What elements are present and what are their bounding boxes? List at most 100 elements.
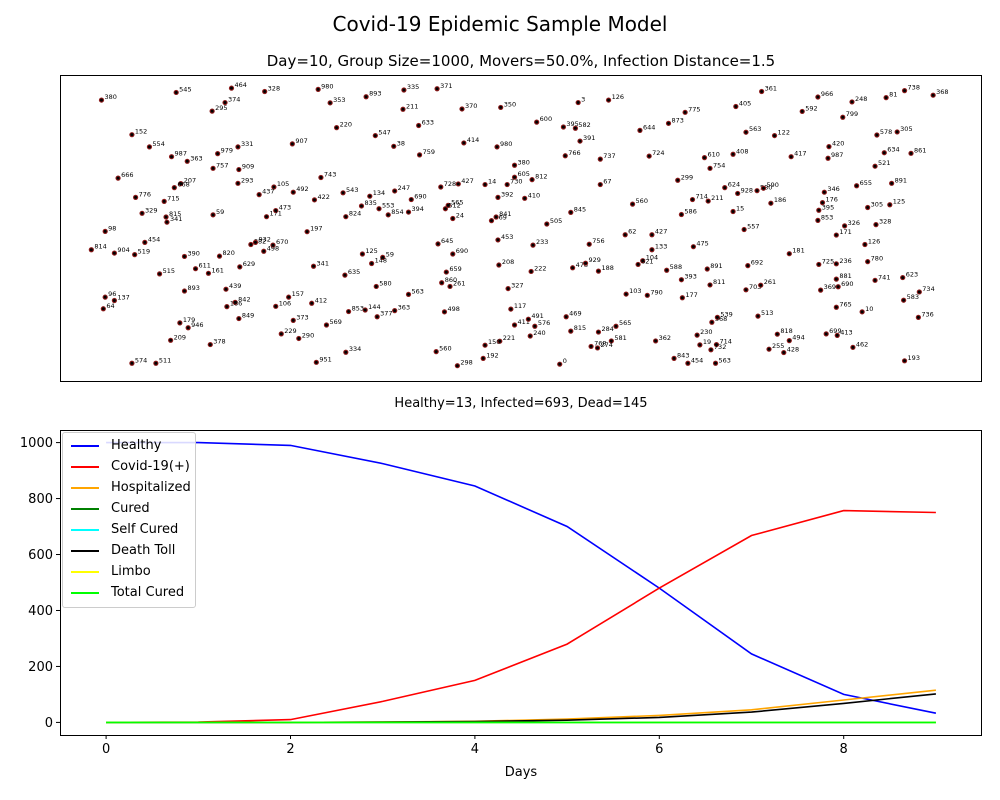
scatter-point-label-138: 274	[601, 341, 613, 349]
scatter-dead-point-18	[683, 110, 687, 114]
scatter-point-label-66: 715	[167, 194, 179, 202]
scatter-dead-point-132	[710, 320, 714, 324]
scatter-point-label-166: 290	[302, 331, 314, 339]
scatter-dead-point-113	[836, 285, 840, 289]
scatter-point-label-261: 59	[216, 208, 224, 216]
legend-swatch-5	[71, 549, 99, 552]
scatter-dead-point-246	[393, 189, 397, 193]
scatter-point-label-217: 125	[893, 198, 905, 206]
legend-label-1: Covid-19(+)	[111, 459, 190, 474]
scatter-point-label-148: 221	[503, 334, 515, 342]
scatter-point-label-86: 59	[386, 250, 394, 258]
scatter-point-label-248: 553	[382, 202, 394, 210]
scatter-point-label-231: 392	[501, 190, 513, 198]
scatter-dead-point-179	[182, 289, 186, 293]
scatter-point-label-42: 391	[583, 134, 595, 142]
scatter-dead-point-45	[563, 154, 567, 158]
scatter-dead-point-35	[731, 152, 735, 156]
scatter-dead-point-229	[545, 222, 549, 226]
scatter-point-label-105: 475	[696, 240, 708, 248]
scatter-dead-point-197	[636, 262, 640, 266]
scatter-dead-point-221	[873, 164, 877, 168]
scatter-point-label-79: 629	[243, 260, 255, 268]
scatter-dead-point-29	[895, 130, 899, 134]
scatter-dead-point-212	[843, 224, 847, 228]
scatter-point-label-206: 186	[774, 196, 786, 204]
scatter-dead-point-255	[272, 185, 276, 189]
scatter-dead-point-133	[680, 296, 684, 300]
scatter-dead-point-78	[218, 254, 222, 258]
scatter-dead-point-258	[265, 215, 269, 219]
scatter-dead-point-149	[483, 343, 487, 347]
scatter-point-label-99: 62	[628, 228, 636, 236]
legend-label-0: Healthy	[111, 438, 162, 453]
scatter-dead-point-236	[456, 182, 460, 186]
y-tick-label-3: 600	[28, 548, 53, 563]
scatter-dead-point-59	[211, 166, 215, 170]
scatter-dead-point-126	[787, 339, 791, 343]
scatter-point-label-39: 582	[578, 121, 590, 129]
scatter-point-label-200: 560	[636, 197, 648, 205]
legend-item-6: Limbo	[63, 561, 195, 582]
scatter-dead-point-0	[99, 98, 103, 102]
scatter-dead-point-30	[909, 151, 913, 155]
scatter-dead-point-15	[499, 105, 503, 109]
x-tick-label-3: 6	[655, 742, 663, 757]
scatter-point-label-250: 824	[349, 210, 361, 218]
scatter-point-label-7: 295	[215, 104, 227, 112]
scatter-point-label-164: 569	[329, 318, 341, 326]
scatter-dead-point-63	[172, 186, 176, 190]
scatter-dead-point-47	[495, 145, 499, 149]
scatter-dead-point-159	[375, 315, 379, 319]
scatter-dead-point-165	[314, 360, 318, 364]
scatter-point-label-3: 545	[179, 85, 191, 93]
x-tick-label-2: 4	[471, 742, 479, 757]
scatter-point-label-235: 14	[488, 178, 496, 186]
scatter-point-label-131: 539	[720, 310, 732, 318]
scatter-dead-point-202	[690, 198, 694, 202]
scatter-dead-point-171	[237, 317, 241, 321]
scatter-point-label-253: 422	[317, 193, 329, 201]
scatter-dead-point-204	[742, 228, 746, 232]
scatter-point-label-210: 395	[822, 203, 834, 211]
scatter-point-label-163: 412	[315, 296, 327, 304]
scatter-dead-point-48	[462, 141, 466, 145]
scatter-point-label-61: 666	[121, 171, 133, 179]
scatter-dead-point-117	[902, 298, 906, 302]
scatter-point-label-113: 690	[841, 280, 853, 288]
scatter-dead-point-200	[631, 202, 635, 206]
scatter-point-label-219: 655	[860, 179, 872, 187]
scatter-dead-point-186	[672, 356, 676, 360]
scatter-point-label-130: 513	[761, 309, 773, 317]
scatter-point-label-73: 519	[138, 248, 150, 256]
scatter-point-label-145: 411	[518, 318, 530, 326]
scatter-dead-point-6	[223, 101, 227, 105]
scatter-dead-point-33	[744, 130, 748, 134]
scatter-dead-point-121	[824, 332, 828, 336]
scatter-point-label-134: 790	[650, 288, 662, 296]
scatter-point-label-232: 730	[510, 178, 522, 186]
scatter-dead-point-194	[558, 362, 562, 366]
scatter-point-label-58: 363	[190, 154, 202, 162]
scatter-dead-point-175	[186, 326, 190, 330]
scatter-dead-point-251	[341, 191, 345, 195]
scatter-dead-point-247	[368, 194, 372, 198]
scatter-dead-point-92	[497, 263, 501, 267]
scatter-dead-point-89	[451, 252, 455, 256]
y-tick-label-1: 200	[28, 660, 53, 675]
scatter-dead-point-225	[708, 166, 712, 170]
scatter-dead-point-5	[263, 90, 267, 94]
scatter-dead-point-227	[598, 183, 602, 187]
scatter-dead-point-163	[310, 301, 314, 305]
scatter-dead-point-50	[392, 144, 396, 148]
scatter-point-label-233: 605	[518, 170, 530, 178]
scatter-point-label-96: 756	[592, 237, 604, 245]
scatter-point-label-128: 703	[749, 283, 761, 291]
scatter-point-label-85: 125	[365, 247, 377, 255]
scatter-point-label-77: 161	[211, 266, 223, 274]
scatter-point-label-223: 590	[766, 181, 778, 189]
scatter-dead-point-103	[705, 267, 709, 271]
scatter-dead-point-67	[140, 211, 144, 215]
scatter-point-label-10: 893	[369, 90, 381, 98]
scatter-point-label-121: 699	[829, 327, 841, 335]
